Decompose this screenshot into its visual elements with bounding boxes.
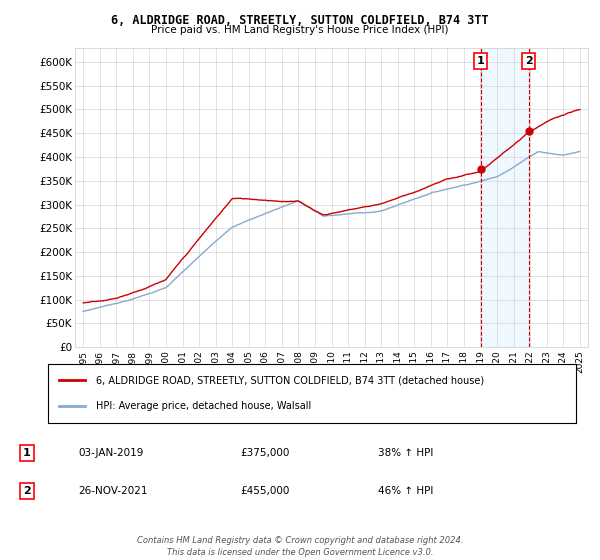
Text: Contains HM Land Registry data © Crown copyright and database right 2024.
This d: Contains HM Land Registry data © Crown c… (137, 536, 463, 557)
Text: 03-JAN-2019: 03-JAN-2019 (78, 447, 143, 458)
Text: 38% ↑ HPI: 38% ↑ HPI (378, 447, 433, 458)
Text: 6, ALDRIDGE ROAD, STREETLY, SUTTON COLDFIELD, B74 3TT: 6, ALDRIDGE ROAD, STREETLY, SUTTON COLDF… (111, 14, 489, 27)
Text: 46% ↑ HPI: 46% ↑ HPI (378, 486, 433, 496)
Text: 1: 1 (23, 447, 31, 458)
Text: £375,000: £375,000 (240, 447, 289, 458)
Text: 1: 1 (477, 56, 484, 66)
Text: 6, ALDRIDGE ROAD, STREETLY, SUTTON COLDFIELD, B74 3TT (detached house): 6, ALDRIDGE ROAD, STREETLY, SUTTON COLDF… (95, 375, 484, 385)
Text: Price paid vs. HM Land Registry's House Price Index (HPI): Price paid vs. HM Land Registry's House … (151, 25, 449, 35)
Text: HPI: Average price, detached house, Walsall: HPI: Average price, detached house, Wals… (95, 402, 311, 412)
Bar (481, 48, 529, 347)
Text: 26-NOV-2021: 26-NOV-2021 (78, 486, 148, 496)
Text: £455,000: £455,000 (240, 486, 289, 496)
Text: 2: 2 (23, 486, 31, 496)
Text: 2: 2 (525, 56, 532, 66)
